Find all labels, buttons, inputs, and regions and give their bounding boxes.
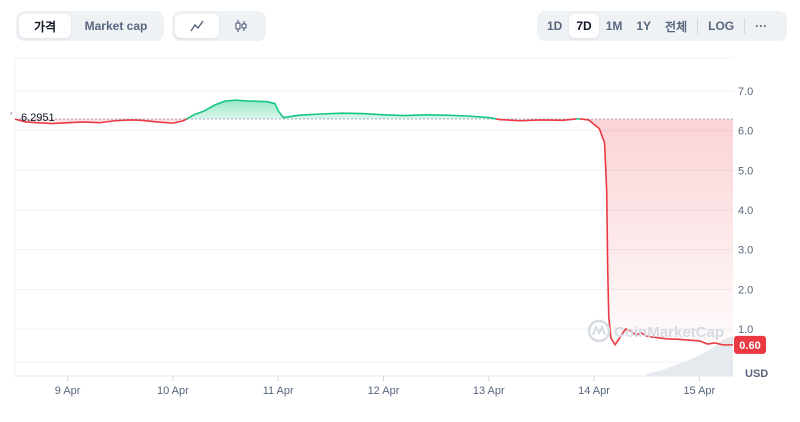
x-tick-label: 9 Apr <box>55 385 81 397</box>
chart-style-toggle <box>172 11 266 41</box>
reference-price-value: 6.2951 <box>21 112 55 124</box>
line-chart-icon <box>190 20 204 32</box>
y-tick-label: 4.0 <box>738 205 753 217</box>
x-tick-label: 12 Apr <box>368 385 400 397</box>
divider <box>744 18 746 34</box>
volume-area <box>646 336 733 376</box>
x-tick-label: 10 Apr <box>157 385 189 397</box>
tab-price[interactable]: 가격 <box>19 14 71 38</box>
x-tick-label: 13 Apr <box>473 385 505 397</box>
range-1m-button[interactable]: 1M <box>605 19 623 33</box>
price-fill <box>15 100 733 345</box>
y-tick-label: 6.0 <box>738 126 753 138</box>
price-line <box>14 99 733 346</box>
x-tick-label: 11 Apr <box>263 385 294 397</box>
line-chart-button[interactable] <box>175 14 219 38</box>
y-axis: 7.0 6.0 5.0 4.0 3.0 2.0 1.0 <box>738 86 753 336</box>
y-tick-label: 3.0 <box>738 245 753 257</box>
y-tick-label: 5.0 <box>738 165 753 177</box>
tab-market-cap[interactable]: Market cap <box>84 19 148 33</box>
volume-shape <box>646 336 733 376</box>
chart-type-toggle: 가격 Market cap <box>16 11 164 41</box>
candlestick-button[interactable] <box>219 14 263 38</box>
reference-marker-icon: ʻ <box>10 111 12 123</box>
coinmarketcap-logo-icon <box>587 319 611 343</box>
up-segment <box>186 99 497 120</box>
range-1d-button[interactable]: 1D <box>547 19 563 33</box>
down-segment <box>14 118 188 125</box>
range-7d-button[interactable]: 7D <box>569 14 599 38</box>
x-tick-label: 14 Apr <box>578 385 610 397</box>
current-price-value: 0.60 <box>739 340 760 352</box>
y-tick-label: 2.0 <box>738 284 753 296</box>
currency-label: USD <box>745 368 768 380</box>
down-segment <box>579 118 733 346</box>
current-price-badge: 0.60 <box>734 335 766 354</box>
range-1y-button[interactable]: 1Y <box>636 19 652 33</box>
current-price-box <box>734 335 766 354</box>
divider <box>697 18 699 34</box>
x-axis: 9 Apr 10 Apr 11 Apr 12 Apr 13 Apr 14 Apr 15 Ap… <box>55 376 716 397</box>
time-range-toggle: 1D 7D 1M 1Y 전체 LOG ··· <box>537 11 787 41</box>
candlestick-icon <box>235 20 247 32</box>
up-fill <box>186 100 497 119</box>
y-tick-label: 1.0 <box>738 324 753 336</box>
down-fill <box>579 118 733 345</box>
down-segment <box>495 118 577 122</box>
watermark-text: CoinMarketCap <box>614 324 724 341</box>
range-all-button[interactable]: 전체 <box>665 19 688 34</box>
log-scale-button[interactable]: LOG <box>708 19 735 33</box>
watermark: CoinMarketCap <box>587 319 724 343</box>
x-tick-label: 15 Apr <box>683 385 715 397</box>
reference-price-label: ʻ 6.2951 <box>10 111 55 124</box>
y-tick-label: 7.0 <box>738 86 753 98</box>
more-options-button[interactable]: ··· <box>755 19 768 33</box>
